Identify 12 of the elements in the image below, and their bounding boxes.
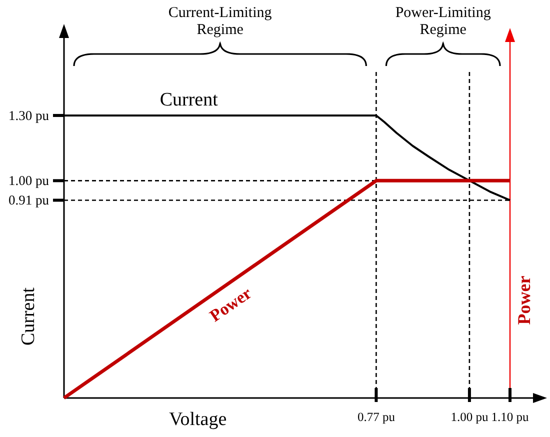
y-tick-label: 1.30 pu [8, 108, 50, 123]
y2-axis-title: Power [514, 276, 534, 325]
text: Power-Limiting Regime [395, 5, 492, 38]
x-axis-title: Voltage [168, 409, 227, 430]
x-tick-label: 0.77 pu [357, 410, 396, 424]
x-tick-label: 1.10 pu [491, 410, 530, 424]
x-tick-label: 1.00 pu [450, 410, 489, 424]
text: Current-Limiting Regime [168, 5, 272, 38]
y-axis-title: Current [18, 286, 39, 346]
series-label: Current [160, 89, 219, 110]
y-tick-label: 1.00 pu [8, 173, 50, 188]
y-tick-label: 0.91 pu [8, 192, 50, 208]
